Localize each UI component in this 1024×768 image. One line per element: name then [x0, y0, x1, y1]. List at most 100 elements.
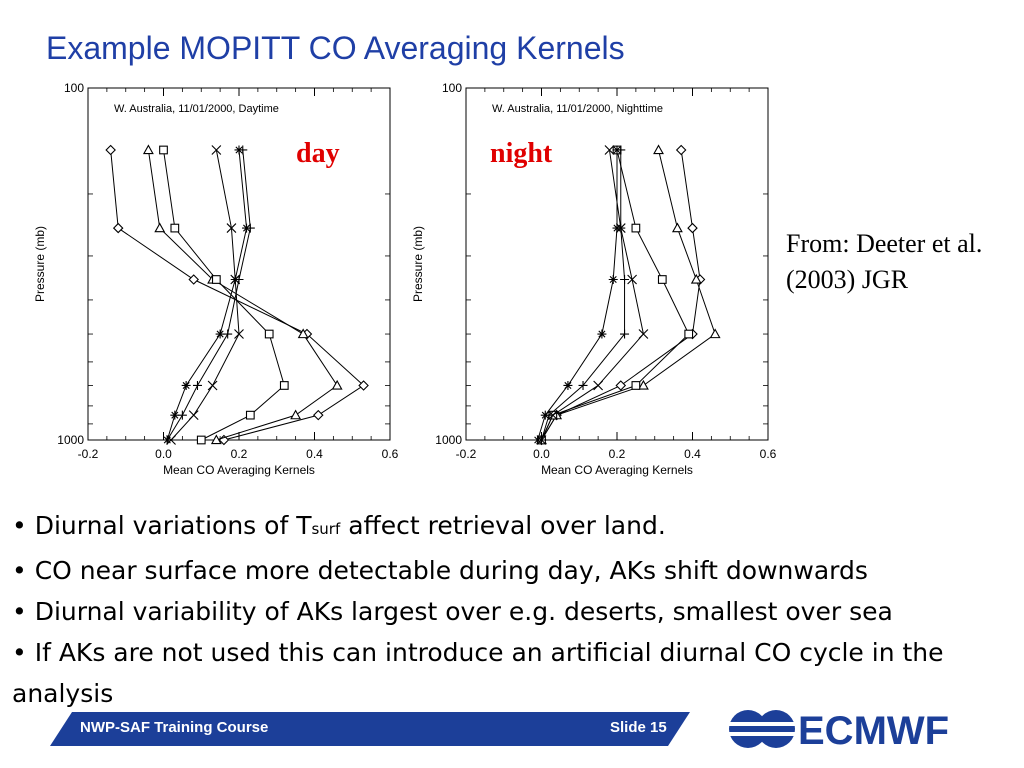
marker-triangle	[690, 273, 702, 284]
bullet-glyph: •	[12, 638, 27, 667]
footer-slide-number: Slide 15	[610, 719, 667, 736]
chart-title: W. Australia, 11/01/2000, Daytime	[114, 103, 279, 115]
bullet-3: • Diurnal variability of AKs largest ove…	[12, 591, 1012, 632]
marker-triangle	[653, 144, 664, 155]
marker-asterisk	[215, 329, 225, 339]
x-tick-label: -0.2	[456, 447, 477, 461]
marker-diamond	[188, 274, 199, 285]
marker-diamond	[105, 144, 116, 156]
marker-x	[211, 145, 222, 155]
marker-square	[211, 275, 221, 284]
marker-x	[638, 329, 649, 339]
x-tick-label: 0.2	[231, 447, 248, 461]
marker-asterisk	[533, 435, 543, 445]
night-chart: -0.2 0.0 0.2 0.4 0.6 100 1000 W. Australia, 11/…	[411, 81, 777, 477]
x-tick-label: 0.6	[760, 447, 777, 461]
series-triangle	[536, 144, 721, 445]
y-axis-label: Pressure (mb)	[411, 226, 425, 302]
day-label: day	[296, 138, 340, 169]
bullet-glyph: •	[12, 511, 27, 540]
series-asterisk	[533, 145, 622, 445]
series-diamond	[105, 144, 369, 446]
ecmwf-logo-mark-icon	[724, 710, 796, 748]
y-tick-label: 1000	[57, 433, 84, 447]
ecmwf-logo-text: ECMWF	[798, 709, 949, 752]
bullet-4: • If AKs are not used this can introduce…	[12, 632, 1012, 714]
x-tick-label: 0.0	[533, 447, 550, 461]
bullet-1: • Diurnal variations of Tsurf affect ret…	[12, 505, 1012, 550]
marker-asterisk	[234, 145, 244, 155]
bullet-3-text: Diurnal variability of AKs largest over …	[34, 597, 893, 626]
series-line	[110, 149, 365, 441]
marker-triangle	[637, 379, 649, 390]
marker-square	[279, 381, 289, 390]
y-tick-label: 1000	[435, 433, 462, 447]
marker-x	[593, 380, 604, 391]
x-tick-label: 0.0	[155, 447, 172, 461]
marker-triangle	[290, 409, 302, 420]
marker-square	[631, 223, 641, 233]
marker-plus	[620, 275, 630, 285]
marker-triangle	[709, 328, 721, 339]
bullet-list: • Diurnal variations of Tsurf affect ret…	[12, 505, 1012, 714]
footer-bar	[50, 712, 690, 746]
chart-title: W. Australia, 11/01/2000, Nighttime	[492, 103, 663, 115]
marker-asterisk	[597, 329, 607, 339]
marker-x	[234, 329, 244, 339]
marker-triangle	[331, 379, 343, 390]
bullet-4-text: If AKs are not used this can introduce a…	[12, 638, 944, 708]
marker-plus	[620, 329, 630, 339]
marker-asterisk	[540, 410, 550, 420]
marker-asterisk	[181, 380, 191, 390]
marker-diamond	[312, 409, 324, 421]
marker-diamond	[675, 144, 687, 156]
marker-diamond	[112, 222, 124, 234]
marker-plus	[223, 329, 233, 339]
marker-plus	[177, 410, 187, 420]
y-tick-label: 100	[64, 81, 84, 95]
x-axis-label: Mean CO Averaging Kernels	[541, 463, 693, 477]
night-label: night	[490, 138, 553, 169]
marker-asterisk	[242, 223, 252, 233]
marker-asterisk	[563, 380, 573, 390]
series-square	[159, 145, 289, 445]
marker-diamond	[358, 380, 369, 391]
day-chart: -0.2 0.0 0.2 0.4 0.6 100 1000 W. Australia, 11/…	[33, 81, 399, 477]
series-line	[541, 149, 644, 441]
marker-triangle	[671, 222, 683, 233]
series-line	[541, 149, 716, 441]
marker-x	[207, 380, 218, 391]
marker-square	[170, 223, 180, 233]
series-asterisk	[162, 145, 252, 445]
marker-asterisk	[612, 223, 622, 233]
ecmwf-logo: ECMWF	[724, 709, 949, 752]
series-line	[166, 149, 248, 441]
bullet-2: • CO near surface more detectable during…	[12, 550, 1012, 591]
marker-square	[264, 329, 274, 339]
x-tick-label: 0.2	[609, 447, 626, 461]
marker-asterisk	[170, 410, 180, 420]
marker-x	[226, 223, 237, 233]
marker-square	[196, 435, 206, 445]
marker-triangle	[154, 222, 166, 233]
marker-triangle	[297, 328, 309, 339]
marker-plus	[192, 380, 202, 390]
x-tick-label: 0.6	[382, 447, 399, 461]
x-tick-label: -0.2	[78, 447, 99, 461]
marker-asterisk	[612, 145, 622, 155]
bullet-1-post: affect retrieval over land.	[340, 511, 666, 540]
marker-x	[627, 274, 637, 285]
marker-diamond	[687, 222, 698, 234]
bullet-glyph: •	[12, 556, 27, 585]
series-x	[536, 145, 649, 445]
y-tick-label: 100	[442, 81, 462, 95]
marker-x	[188, 410, 199, 421]
series-line	[170, 149, 240, 441]
marker-asterisk	[608, 275, 618, 285]
marker-asterisk	[162, 435, 172, 445]
series-line	[541, 149, 690, 441]
x-tick-label: 0.4	[684, 447, 701, 461]
x-axis-label: Mean CO Averaging Kernels	[163, 463, 315, 477]
x-tick-label: 0.4	[306, 447, 323, 461]
marker-x	[604, 145, 615, 155]
